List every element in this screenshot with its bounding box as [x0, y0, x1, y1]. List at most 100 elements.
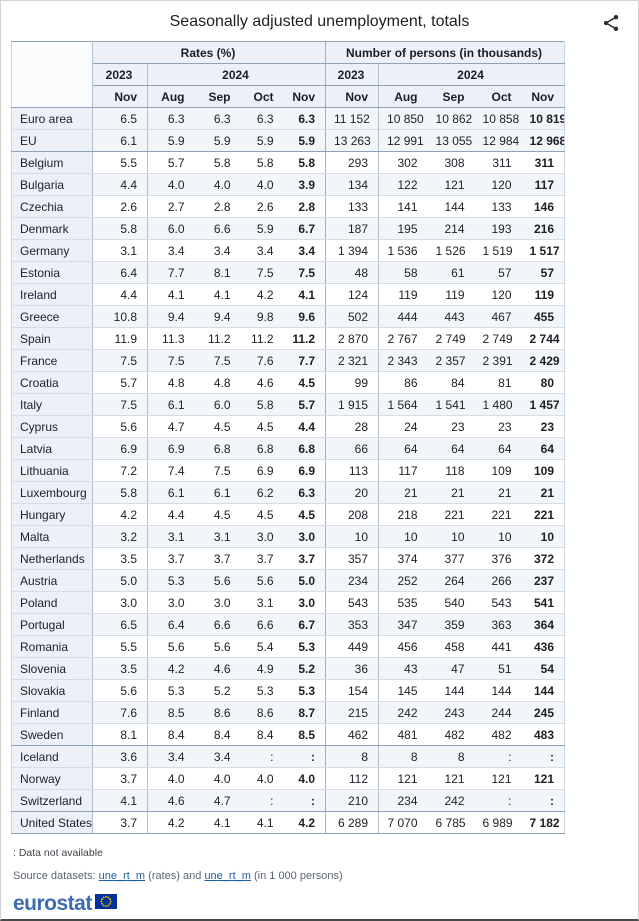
- data-cell: 8: [325, 745, 380, 768]
- data-cell: 5.6: [240, 569, 284, 592]
- row-label: Lithuania: [11, 459, 93, 482]
- data-cell: 302: [378, 151, 428, 174]
- data-cell: 5.0: [92, 569, 148, 592]
- data-cell: 193: [474, 217, 522, 240]
- data-cell: 58: [378, 261, 428, 284]
- source-link-persons[interactable]: une_rt_m: [204, 870, 251, 882]
- data-cell: 9.4: [194, 305, 241, 328]
- corner-cell: [11, 41, 93, 108]
- data-cell: 5.8: [92, 481, 148, 504]
- table-row: Spain 11.9 11.3 11.2 11.2 11.2 2 870 2 767 2 749…: [11, 327, 565, 350]
- table-row: Greece 10.8 9.4 9.4 9.8 9.6 502 444 443 467 455: [11, 305, 565, 328]
- data-cell: 5.7: [147, 151, 195, 174]
- table-row: Ireland 4.4 4.1 4.1 4.2 4.1 124 119 119 120 119: [11, 283, 565, 306]
- data-cell: 1 526: [427, 239, 475, 262]
- data-cell: 120: [474, 173, 522, 196]
- data-cell: 5.6: [194, 635, 241, 658]
- data-cell: 2.7: [147, 195, 195, 218]
- data-cell: 311: [474, 151, 522, 174]
- data-cell: 221: [427, 503, 475, 526]
- row-label: Malta: [11, 525, 93, 548]
- row-label: Euro area: [11, 107, 93, 130]
- data-cell: 28: [325, 415, 380, 438]
- data-cell: 4.5: [283, 371, 327, 394]
- data-cell: 4.1: [194, 283, 241, 306]
- data-cell: 141: [378, 195, 428, 218]
- data-cell: 502: [325, 305, 380, 328]
- data-cell: 144: [427, 679, 475, 702]
- eurostat-wordmark: eurostat: [13, 892, 92, 915]
- data-cell: 4.1: [147, 283, 195, 306]
- data-cell: 5.0: [283, 569, 327, 592]
- data-cell: 6.4: [147, 613, 195, 636]
- data-cell: 214: [427, 217, 475, 240]
- data-cell: 5.9: [283, 129, 327, 152]
- data-cell: 144: [521, 679, 565, 702]
- data-cell: 57: [521, 261, 565, 284]
- row-label: Bulgaria: [11, 173, 93, 196]
- table-row: Cyprus 5.6 4.7 4.5 4.5 4.4 28 24 23 23 23: [11, 415, 565, 438]
- data-cell: 13 055: [427, 129, 475, 152]
- data-cell: 4.6: [147, 789, 195, 812]
- data-cell: 3.9: [283, 173, 327, 196]
- data-cell: 5.8: [194, 151, 241, 174]
- data-cell: 3.1: [240, 591, 284, 614]
- eurostat-logo[interactable]: eurostat: [13, 892, 638, 916]
- data-cell: 4.0: [283, 767, 327, 790]
- row-label: Portugal: [11, 613, 93, 636]
- data-cell: 1 915: [325, 393, 380, 416]
- share-button[interactable]: [600, 13, 622, 35]
- data-cell: 80: [521, 371, 565, 394]
- data-cell: 6.6: [240, 613, 284, 636]
- data-cell: :: [474, 789, 522, 812]
- data-cell: 3.0: [283, 591, 327, 614]
- data-cell: 11.9: [92, 327, 148, 350]
- data-cell: :: [240, 745, 284, 768]
- data-cell: 8: [427, 745, 475, 768]
- data-cell: 6.8: [194, 437, 241, 460]
- data-cell: 12 968: [521, 129, 565, 152]
- source-link-rates[interactable]: une_rt_m: [98, 870, 146, 882]
- data-cell: 8.4: [147, 723, 195, 746]
- data-cell: 84: [427, 371, 475, 394]
- data-cell: 133: [325, 195, 380, 218]
- data-cell: 187: [325, 217, 380, 240]
- data-cell: 3.4: [240, 239, 284, 262]
- data-cell: 5.2: [283, 657, 327, 680]
- data-cell: 456: [378, 635, 428, 658]
- row-label: Norway: [11, 767, 93, 790]
- row-label: Austria: [11, 569, 93, 592]
- table-row: Norway 3.7 4.0 4.0 4.0 4.0 112 121 121 121 121: [11, 767, 565, 790]
- data-cell: 81: [474, 371, 522, 394]
- data-cell: 2 767: [378, 327, 428, 350]
- data-cell: 5.8: [92, 217, 148, 240]
- data-cell: 11 152: [325, 107, 380, 130]
- data-cell: 3.1: [92, 239, 148, 262]
- data-cell: 5.7: [283, 393, 327, 416]
- data-cell: 252: [378, 569, 428, 592]
- data-cell: 3.7: [92, 767, 148, 790]
- data-cell: 119: [521, 283, 565, 306]
- data-cell: 3.5: [92, 657, 148, 680]
- data-cell: 7.5: [194, 459, 241, 482]
- data-cell: 2.8: [194, 195, 241, 218]
- data-cell: 5.8: [283, 151, 327, 174]
- data-cell: :: [283, 745, 327, 768]
- row-label: Italy: [11, 393, 93, 416]
- group-header-rates: Rates (%): [92, 41, 327, 64]
- data-cell: 5.6: [147, 635, 195, 658]
- data-cell: 7.6: [240, 349, 284, 372]
- data-cell: 144: [474, 679, 522, 702]
- data-cell: 3.1: [194, 525, 241, 548]
- data-cell: 118: [427, 459, 475, 482]
- data-cell: 2 744: [521, 327, 565, 350]
- data-cell: 6.3: [283, 107, 327, 130]
- data-cell: 11.2: [283, 327, 327, 350]
- data-cell: 121: [427, 173, 475, 196]
- data-cell: 9.6: [283, 305, 327, 328]
- data-cell: 10 862: [427, 107, 475, 130]
- year-header-row: 2023 2024 2023 2024: [12, 63, 565, 86]
- data-cell: 8.4: [240, 723, 284, 746]
- data-cell: 4.5: [194, 415, 241, 438]
- data-cell: 5.9: [240, 129, 284, 152]
